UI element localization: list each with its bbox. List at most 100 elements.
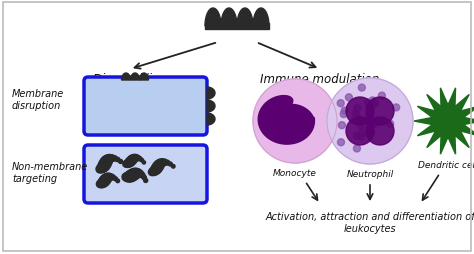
Polygon shape xyxy=(205,9,221,27)
FancyBboxPatch shape xyxy=(84,146,207,203)
Circle shape xyxy=(142,176,146,180)
Circle shape xyxy=(126,157,135,167)
Polygon shape xyxy=(139,74,148,81)
Circle shape xyxy=(103,173,112,183)
Circle shape xyxy=(139,173,145,178)
Circle shape xyxy=(135,155,140,161)
Text: Neutrophil: Neutrophil xyxy=(346,169,393,178)
Circle shape xyxy=(359,130,366,137)
Circle shape xyxy=(123,161,129,168)
Circle shape xyxy=(98,162,109,172)
Circle shape xyxy=(100,157,111,169)
Text: Monocyte: Monocyte xyxy=(273,168,317,177)
Circle shape xyxy=(346,118,374,146)
Circle shape xyxy=(134,169,142,178)
Circle shape xyxy=(338,122,346,129)
Circle shape xyxy=(387,121,394,128)
Text: Direct killing: Direct killing xyxy=(93,73,167,86)
Circle shape xyxy=(111,175,116,180)
Circle shape xyxy=(103,155,113,165)
Circle shape xyxy=(158,159,166,167)
Circle shape xyxy=(371,121,378,128)
Circle shape xyxy=(109,155,115,162)
Circle shape xyxy=(156,159,165,168)
Polygon shape xyxy=(253,9,269,27)
Circle shape xyxy=(126,170,137,182)
Circle shape xyxy=(132,155,139,162)
Circle shape xyxy=(101,174,111,184)
Circle shape xyxy=(392,104,400,112)
Circle shape xyxy=(122,173,130,181)
Circle shape xyxy=(131,169,141,179)
Circle shape xyxy=(98,178,108,188)
Circle shape xyxy=(357,123,364,130)
Polygon shape xyxy=(130,74,139,81)
FancyBboxPatch shape xyxy=(84,78,207,135)
Circle shape xyxy=(366,98,394,125)
Circle shape xyxy=(352,110,359,118)
Circle shape xyxy=(97,179,106,188)
Circle shape xyxy=(105,173,113,181)
Circle shape xyxy=(97,164,107,173)
Circle shape xyxy=(124,160,131,168)
Circle shape xyxy=(364,118,371,125)
Circle shape xyxy=(354,114,361,121)
Circle shape xyxy=(142,161,146,164)
Circle shape xyxy=(378,93,385,100)
Circle shape xyxy=(137,157,142,161)
Circle shape xyxy=(144,179,148,183)
Text: Membrane
disruption: Membrane disruption xyxy=(12,88,64,111)
Polygon shape xyxy=(207,114,215,125)
Circle shape xyxy=(354,145,360,152)
Circle shape xyxy=(112,156,117,162)
Circle shape xyxy=(140,159,144,162)
Circle shape xyxy=(165,161,170,165)
Circle shape xyxy=(358,85,365,92)
Circle shape xyxy=(127,156,137,166)
Circle shape xyxy=(101,156,112,167)
Circle shape xyxy=(365,116,372,123)
Circle shape xyxy=(129,169,140,180)
Polygon shape xyxy=(207,88,215,100)
Circle shape xyxy=(353,133,360,140)
Text: Immune modulation: Immune modulation xyxy=(260,73,380,86)
Circle shape xyxy=(118,160,123,164)
Circle shape xyxy=(327,79,413,164)
Text: leukocytes: leukocytes xyxy=(344,223,396,233)
Circle shape xyxy=(369,98,376,104)
Circle shape xyxy=(340,111,347,118)
Circle shape xyxy=(358,133,365,140)
Circle shape xyxy=(346,94,352,101)
Circle shape xyxy=(346,98,374,125)
Polygon shape xyxy=(258,96,314,145)
Text: Activation, attraction and differentiation of: Activation, attraction and differentiati… xyxy=(265,211,474,221)
Circle shape xyxy=(115,158,120,162)
Circle shape xyxy=(153,162,164,172)
Circle shape xyxy=(341,108,348,115)
Circle shape xyxy=(125,159,134,168)
Circle shape xyxy=(108,174,114,180)
Circle shape xyxy=(100,175,110,186)
Circle shape xyxy=(127,169,139,181)
Polygon shape xyxy=(221,9,237,27)
Circle shape xyxy=(370,101,377,108)
Circle shape xyxy=(253,80,337,163)
Polygon shape xyxy=(237,9,253,27)
Circle shape xyxy=(105,155,114,163)
Circle shape xyxy=(337,100,344,107)
Circle shape xyxy=(148,169,155,176)
Circle shape xyxy=(124,171,135,182)
Polygon shape xyxy=(414,88,474,154)
Circle shape xyxy=(123,172,133,182)
Circle shape xyxy=(96,165,104,173)
Polygon shape xyxy=(205,24,269,29)
Circle shape xyxy=(367,118,374,125)
Polygon shape xyxy=(207,101,215,113)
Circle shape xyxy=(99,176,109,187)
Circle shape xyxy=(337,139,345,146)
Circle shape xyxy=(366,118,374,125)
Circle shape xyxy=(368,130,375,137)
Circle shape xyxy=(168,163,173,166)
Circle shape xyxy=(128,155,137,164)
Circle shape xyxy=(366,118,394,146)
